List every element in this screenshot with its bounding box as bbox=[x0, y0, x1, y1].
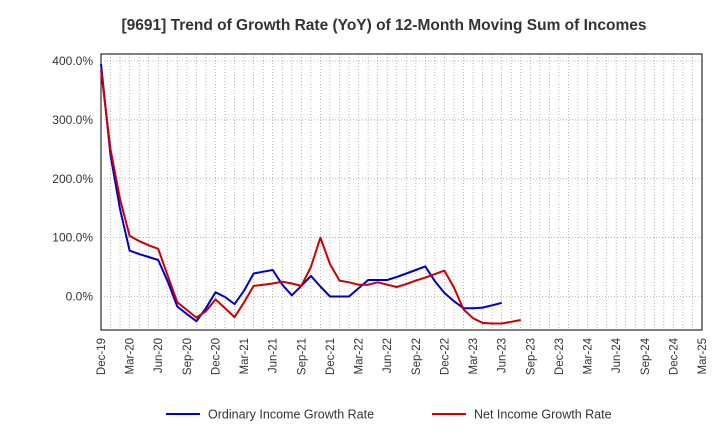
y-tick-label: 0.0% bbox=[66, 289, 94, 303]
y-tick-label: 400.0% bbox=[52, 54, 93, 68]
series-layer bbox=[100, 63, 521, 325]
x-tick-label: Sep-21 bbox=[296, 338, 308, 375]
x-tick-label: Dec-24 bbox=[668, 337, 680, 375]
x-tick-label: Sep-24 bbox=[640, 337, 652, 375]
x-tick-label: Mar-24 bbox=[583, 337, 595, 374]
legend-label-2: Net Income Growth Rate bbox=[474, 408, 612, 422]
y-tick-label: 300.0% bbox=[52, 113, 93, 127]
x-tick-label: Mar-21 bbox=[239, 338, 251, 374]
x-tick-label: Mar-22 bbox=[354, 338, 366, 374]
x-tick-label: Jun-20 bbox=[153, 338, 165, 373]
x-tick-label: Dec-19 bbox=[96, 338, 108, 375]
y-tick-label: 100.0% bbox=[52, 231, 93, 245]
y-tick-label: 200.0% bbox=[52, 172, 93, 186]
x-tick-label: Sep-23 bbox=[525, 338, 537, 375]
grid-layer bbox=[101, 54, 702, 330]
legend: Ordinary Income Growth Rate Net Income Gr… bbox=[166, 408, 612, 422]
x-tick-label: Mar-20 bbox=[125, 338, 137, 374]
chart-title: [9691] Trend of Growth Rate (YoY) of 12-… bbox=[121, 17, 646, 34]
plot-frame bbox=[100, 53, 703, 331]
series-line-2 bbox=[100, 69, 521, 325]
x-tick-label: Mar-25 bbox=[697, 338, 709, 374]
x-tick-label: Mar-23 bbox=[468, 338, 480, 374]
x-tick-label: Dec-23 bbox=[554, 338, 566, 375]
x-tick-label: Jun-21 bbox=[268, 338, 280, 373]
y-axis: 0.0% 100.0% 200.0% 300.0% 400.0% bbox=[52, 54, 93, 303]
x-tick-label: Dec-20 bbox=[210, 338, 222, 375]
x-tick-label: Dec-21 bbox=[325, 338, 337, 375]
x-tick-label: Sep-22 bbox=[411, 338, 423, 375]
x-tick-label: Sep-20 bbox=[182, 338, 194, 375]
legend-label-1: Ordinary Income Growth Rate bbox=[208, 408, 374, 422]
x-axis: Dec-19 Mar-20 Jun-20 Sep-20 Dec-20 Mar-21 Jun-… bbox=[96, 337, 709, 375]
x-tick-label: Dec-22 bbox=[439, 338, 451, 375]
x-tick-label: Jun-23 bbox=[497, 338, 509, 373]
x-tick-label: Jun-24 bbox=[611, 337, 623, 373]
x-tick-label: Jun-22 bbox=[382, 338, 394, 373]
